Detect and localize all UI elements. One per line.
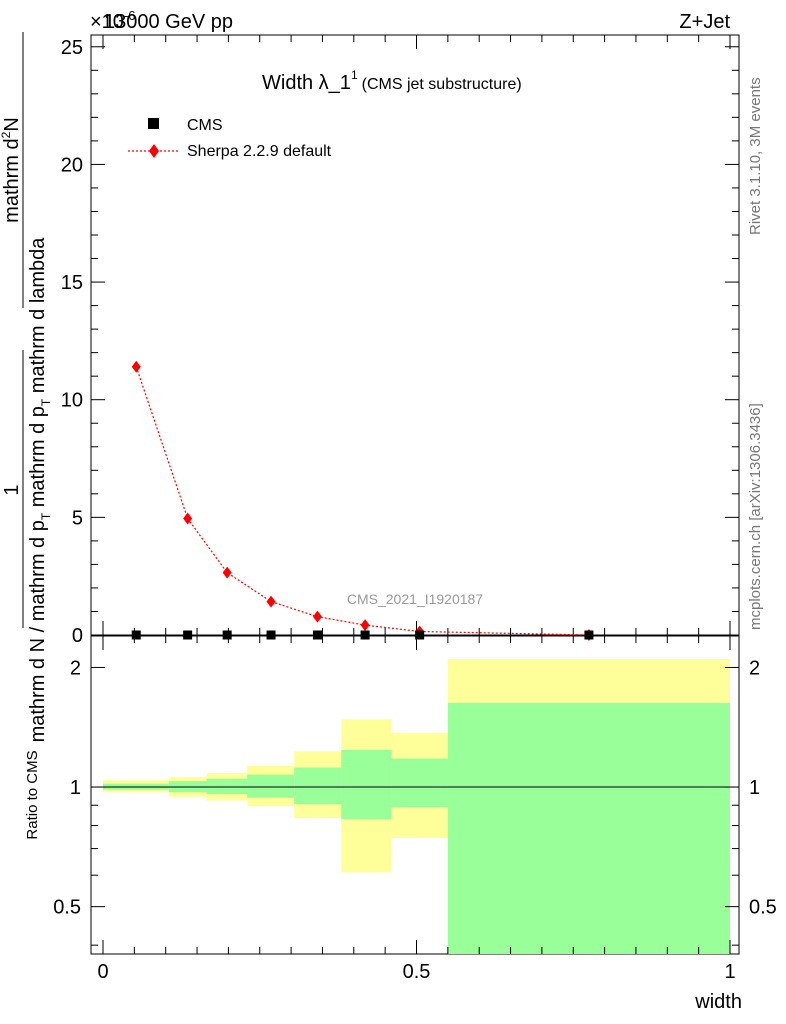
x-axis-label: width (694, 991, 742, 1013)
main-y-tick-label: 0 (72, 625, 83, 647)
legend-cms-marker (148, 118, 159, 129)
cms-point (131, 630, 141, 640)
cms-point (584, 630, 594, 640)
main-y-tick-label: 20 (61, 154, 83, 176)
ylabel-denominator: mathrm d N / mathrm d pT mathrm d pT mat… (27, 237, 53, 743)
legend-cms-label: CMS (187, 117, 223, 134)
ratio-x-tick-label: 0.5 (403, 961, 431, 983)
cms-series (131, 630, 594, 640)
cms-point (183, 630, 193, 640)
process-label: Z+Jet (679, 11, 730, 33)
ratio-y-tick-label-left: 0.5 (53, 897, 81, 919)
ratio-band-inner-3 (247, 774, 295, 798)
ylabel-numerator: mathrm d2N (0, 117, 23, 223)
main-plot-frame (90, 34, 740, 636)
sherpa-line (135, 366, 589, 636)
mcplots-label: mcplots.cern.ch [arXiv:1306.3436] (747, 403, 764, 630)
ratio-y-tick-label-right: 1 (749, 777, 760, 799)
ylabel-top: 1 (1, 484, 23, 495)
sherpa-point (183, 512, 193, 525)
plot-title-sup: 1 (351, 68, 358, 82)
main-y-tick-label: 25 (61, 37, 83, 59)
legend-sherpa-marker (149, 144, 159, 158)
plot-title-note: (CMS jet substructure) (362, 76, 522, 93)
ratio-band-inner-7 (447, 702, 730, 954)
sherpa-point (360, 619, 370, 632)
sherpa-point (312, 610, 322, 623)
ratio-x-tick-label: 1 (724, 961, 735, 983)
cms-point (266, 630, 276, 640)
ratio-band-inner-4 (294, 767, 342, 805)
ratio-uncertainty-bands (103, 659, 730, 954)
ratio-x-tick-label: 0 (97, 961, 108, 983)
exponent-label: ×10-6 (90, 8, 136, 33)
ratio-y-tick-label-right: 0.5 (749, 897, 777, 919)
ratio-plot-frame (90, 635, 740, 955)
main-y-ticks: 0 5 10 15 20 25 (61, 37, 739, 647)
rivet-label: Rivet 3.1.10, 3M events (747, 77, 764, 235)
ratio-y-tick-label-left: 2 (70, 657, 81, 679)
sherpa-point (222, 566, 232, 579)
main-y-tick-label: 5 (72, 507, 83, 529)
sherpa-point (131, 360, 141, 373)
energy-label: 13000 GeV pp (104, 11, 233, 33)
main-x-ticks (102, 35, 731, 635)
cms-point (222, 630, 232, 640)
ratio-x-ticks: 0 0.5 1 (97, 636, 736, 983)
ratio-y-tick-label-left: 1 (70, 777, 81, 799)
exponent-power: -6 (124, 8, 136, 23)
legend-sherpa-label: Sherpa 2.2.9 default (187, 143, 332, 160)
ratio-band-inner-2 (206, 778, 248, 795)
sherpa-point (266, 595, 276, 608)
cms-point (415, 630, 425, 640)
ratio-band-inner-6 (391, 758, 448, 808)
main-y-tick-label: 15 (61, 272, 83, 294)
ratio-y-tick-label-right: 2 (749, 657, 760, 679)
cms-point (360, 630, 370, 640)
cms-point (312, 630, 322, 640)
main-y-axis-label: 1 mathrm d2N mathrm d N / mathrm d pT ma… (0, 32, 53, 742)
ratio-band-inner-5 (341, 749, 392, 820)
main-y-tick-label: 10 (61, 390, 83, 412)
ratio-y-ticks: 0.5 0.5 1 1 2 2 (53, 657, 777, 946)
analysis-watermark: CMS_2021_I1920187 (347, 591, 483, 607)
ratio-y-axis-label: Ratio to CMS (24, 750, 41, 839)
plot-title: Width λ_11(CMS jet substructure) (262, 68, 522, 94)
